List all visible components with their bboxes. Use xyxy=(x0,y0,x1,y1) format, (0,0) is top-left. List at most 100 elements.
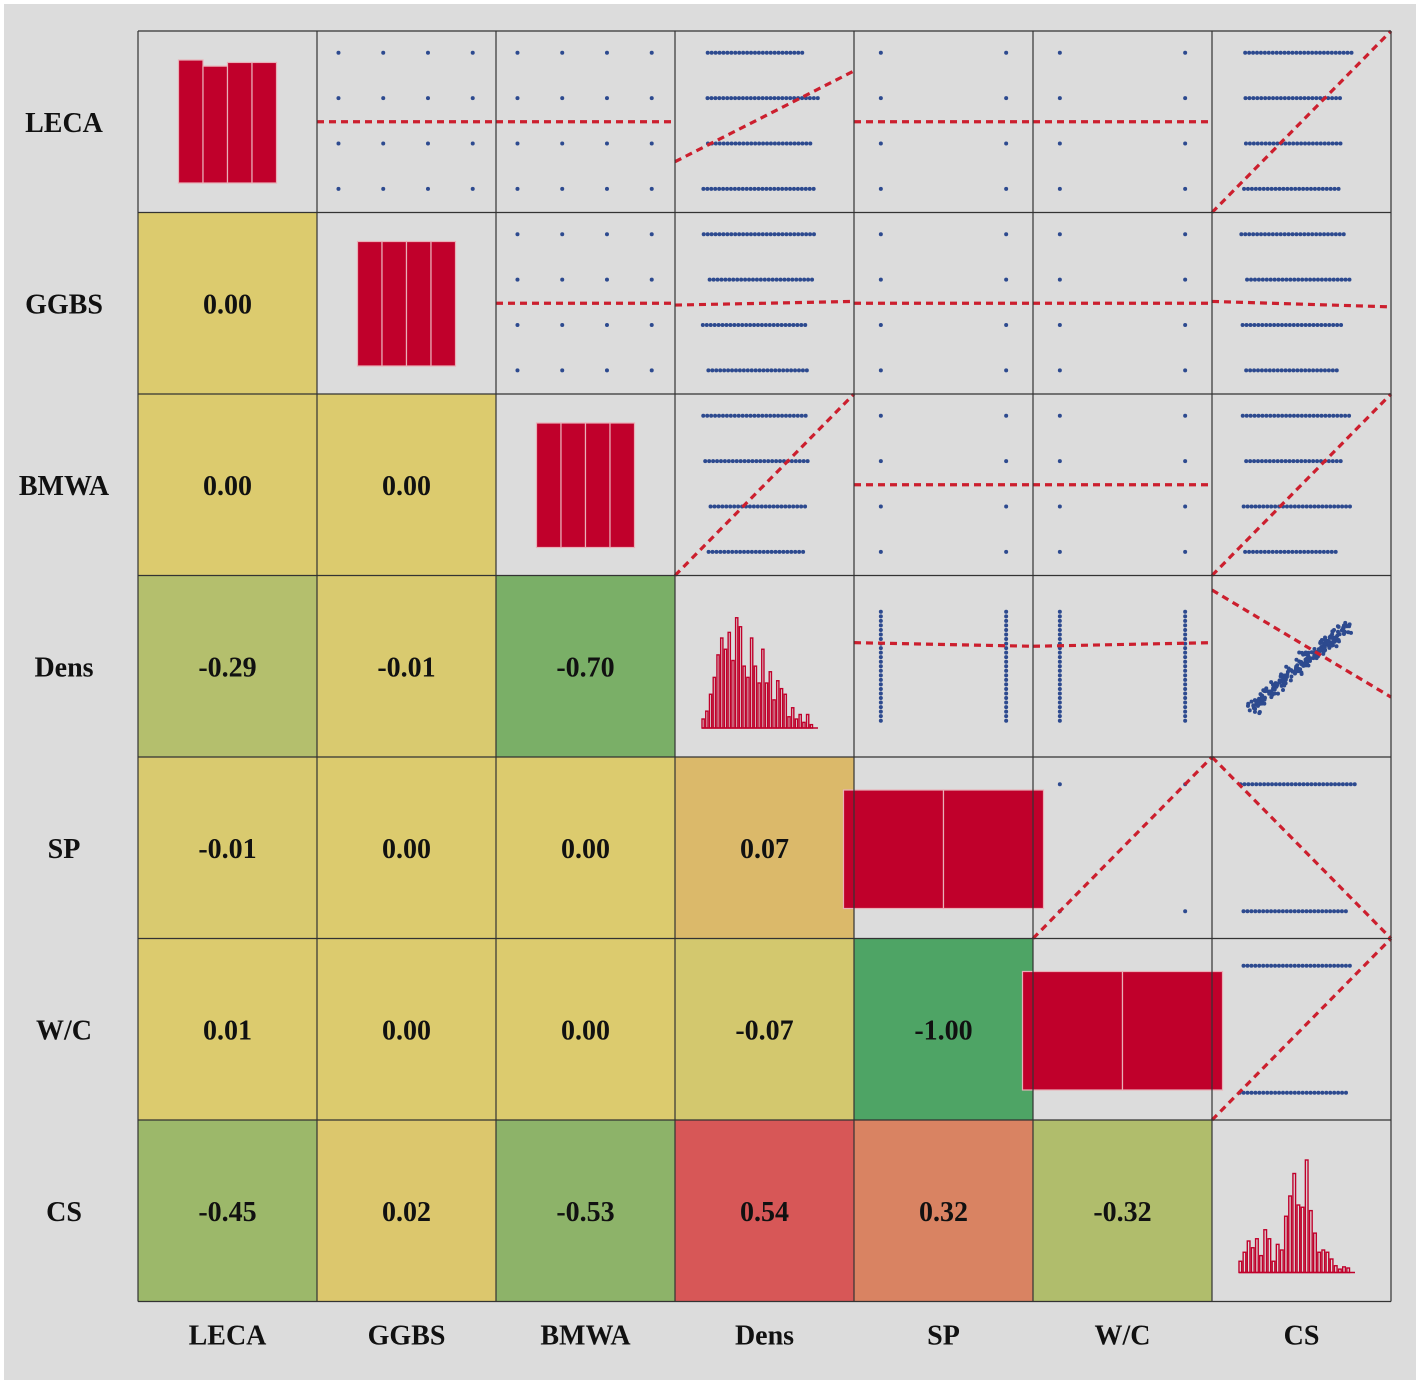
scatter-point xyxy=(878,232,883,237)
scatter-point xyxy=(1280,413,1285,418)
scatter-point xyxy=(1332,909,1337,914)
scatter-point xyxy=(560,186,565,191)
scatter-point xyxy=(1286,549,1291,554)
scatter-point xyxy=(1249,1090,1254,1095)
scatter-point xyxy=(772,141,777,146)
scatter-point xyxy=(1255,141,1260,146)
histogram-bar xyxy=(381,240,408,367)
scatter-point xyxy=(1324,963,1329,968)
scatter-point xyxy=(1277,782,1282,787)
scatter-point xyxy=(1338,141,1343,146)
scatter-point xyxy=(1299,662,1304,667)
scatter-point xyxy=(1322,141,1327,146)
scatter-point xyxy=(1247,549,1252,554)
scatter-point xyxy=(708,504,713,509)
scatter-point xyxy=(1339,323,1344,328)
correlation-cell xyxy=(854,1120,1033,1302)
scatter-point xyxy=(1251,96,1256,101)
scatter-point xyxy=(1004,50,1009,55)
scatter-point xyxy=(1245,963,1250,968)
scatter-point xyxy=(515,141,520,146)
scatter-point xyxy=(1057,677,1062,682)
scatter-point xyxy=(744,413,749,418)
scatter-point xyxy=(1268,323,1273,328)
scatter-point xyxy=(1323,635,1328,640)
scatter-point xyxy=(733,96,738,101)
scatter-point xyxy=(731,277,736,282)
scatter-point xyxy=(788,141,793,146)
scatter-point xyxy=(1336,186,1341,191)
column-label-ggbs: GGBS xyxy=(368,1321,446,1352)
scatter-point xyxy=(740,323,745,328)
scatter-point xyxy=(1249,186,1254,191)
histogram-bar xyxy=(430,240,457,367)
scatter-point xyxy=(1004,96,1009,101)
scatter-point xyxy=(1325,549,1330,554)
scatter-point xyxy=(515,368,520,373)
scatter-point xyxy=(811,232,816,237)
correlation-value: 0.00 xyxy=(382,834,431,865)
scatter-point xyxy=(1321,782,1326,787)
correlation-cell xyxy=(496,575,675,757)
column-label-cs: CS xyxy=(1284,1321,1320,1352)
scatter-point xyxy=(805,459,810,464)
correlation-value: 0.02 xyxy=(382,1197,431,1228)
scatter-point xyxy=(1304,656,1309,661)
scatter-point xyxy=(336,186,341,191)
scatter-point xyxy=(1326,141,1331,146)
column-label-w-c: W/C xyxy=(1095,1321,1151,1352)
scatter-point xyxy=(878,637,883,642)
scatter-point xyxy=(1325,232,1330,237)
scatter-point xyxy=(726,459,731,464)
scatter-point xyxy=(1321,50,1326,55)
scatter-point xyxy=(1004,655,1009,660)
scatter-point xyxy=(767,504,772,509)
scatter-point xyxy=(1324,1090,1329,1095)
scatter-point xyxy=(807,96,812,101)
scatter-point xyxy=(1245,186,1250,191)
histogram-bar xyxy=(942,789,1045,910)
scatter-point xyxy=(772,50,777,55)
scatter-point xyxy=(776,141,781,146)
scatter-point xyxy=(1310,50,1315,55)
scatter-point xyxy=(748,232,753,237)
scatter-point xyxy=(1299,672,1304,677)
scatter-point xyxy=(1328,186,1333,191)
scatter-point xyxy=(1323,413,1328,418)
scatter-point xyxy=(1331,323,1336,328)
scatter-point xyxy=(1292,963,1297,968)
scatter-point xyxy=(1316,504,1321,509)
scatter-point xyxy=(1183,637,1188,642)
scatter-point xyxy=(1057,655,1062,660)
scatter-point xyxy=(1291,141,1296,146)
scatter-point xyxy=(1004,459,1009,464)
scatter-point xyxy=(1249,699,1254,704)
scatter-point xyxy=(425,186,430,191)
scatter-point xyxy=(1246,782,1251,787)
scatter-point xyxy=(1183,277,1188,282)
scatter-point xyxy=(1276,691,1281,696)
scatter-point xyxy=(649,323,654,328)
scatter-point xyxy=(1257,186,1262,191)
scatter-point xyxy=(1308,1090,1313,1095)
histogram-bar xyxy=(226,61,253,184)
scatter-point xyxy=(727,277,732,282)
scatter-point xyxy=(1273,504,1278,509)
scatter-point xyxy=(801,549,806,554)
scatter-point xyxy=(728,413,733,418)
scatter-point xyxy=(1320,1090,1325,1095)
scatter-point xyxy=(425,141,430,146)
scatter-point xyxy=(1317,549,1322,554)
scatter-point xyxy=(1272,413,1277,418)
scatter-point xyxy=(1280,277,1285,282)
scatter-point xyxy=(784,96,789,101)
correlation-cell xyxy=(138,757,317,939)
scatter-point xyxy=(878,623,883,628)
scatter-point xyxy=(381,141,386,146)
scatter-point xyxy=(1315,459,1320,464)
scatter-point xyxy=(780,141,785,146)
scatter-point xyxy=(760,50,765,55)
scatter-point xyxy=(785,549,790,554)
scatter-point xyxy=(1245,277,1250,282)
scatter-point xyxy=(1241,1090,1246,1095)
